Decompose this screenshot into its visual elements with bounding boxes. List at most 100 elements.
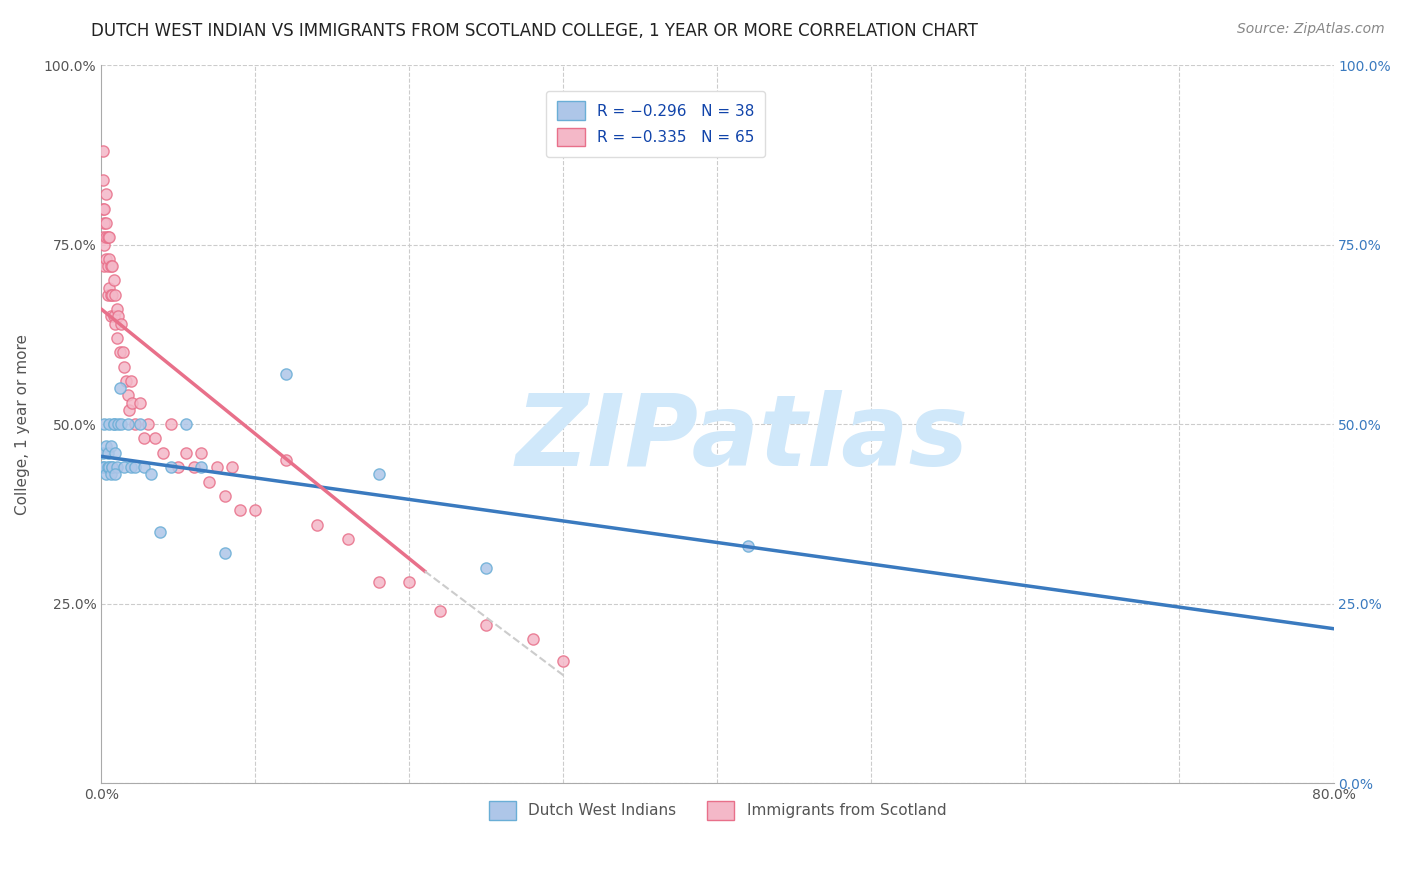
Point: [96, 446, 118, 460]
Legend: Dutch West Indians, Immigrants from Scotland: Dutch West Indians, Immigrants from Scot…: [482, 795, 952, 826]
Point: [114, 359, 136, 374]
Point: [143, 432, 166, 446]
Point: [429, 604, 451, 618]
Point: [134, 460, 156, 475]
Point: [93, 202, 115, 216]
Point: [100, 310, 122, 324]
Point: [104, 446, 127, 460]
Point: [128, 417, 150, 431]
Point: [134, 432, 156, 446]
Point: [96, 460, 118, 475]
Point: [101, 460, 124, 475]
Point: [111, 345, 134, 359]
Point: [115, 374, 138, 388]
Point: [174, 446, 197, 460]
Point: [475, 560, 498, 574]
Point: [214, 489, 236, 503]
Point: [121, 395, 143, 409]
Point: [104, 288, 127, 302]
Point: [149, 524, 172, 539]
Point: [105, 460, 128, 475]
Point: [103, 273, 125, 287]
Point: [245, 503, 267, 517]
Point: [190, 460, 212, 475]
Point: [214, 546, 236, 560]
Point: [159, 417, 181, 431]
Point: [229, 503, 252, 517]
Point: [475, 618, 498, 632]
Point: [398, 574, 420, 589]
Point: [94, 187, 117, 202]
Point: [553, 654, 575, 668]
Point: [96, 288, 118, 302]
Point: [91, 230, 114, 244]
Point: [198, 475, 221, 489]
Point: [221, 460, 243, 475]
Point: [94, 230, 117, 244]
Point: [276, 453, 298, 467]
Point: [108, 381, 131, 395]
Point: [104, 467, 127, 482]
Point: [96, 259, 118, 273]
Point: [100, 467, 122, 482]
Point: [522, 632, 544, 647]
Point: [114, 460, 136, 475]
Point: [94, 252, 117, 266]
Point: [190, 446, 212, 460]
Point: [91, 460, 114, 475]
Point: [118, 402, 141, 417]
Point: [105, 302, 128, 317]
Point: [110, 317, 132, 331]
Point: [96, 230, 118, 244]
Point: [98, 280, 121, 294]
Point: [101, 288, 124, 302]
Point: [124, 460, 146, 475]
Point: [91, 173, 114, 187]
Point: [167, 460, 190, 475]
Point: [120, 460, 142, 475]
Point: [91, 446, 114, 460]
Point: [93, 417, 115, 431]
Point: [336, 532, 359, 546]
Point: [152, 446, 174, 460]
Point: [174, 417, 197, 431]
Point: [94, 467, 117, 482]
Point: [103, 417, 125, 431]
Point: [98, 230, 121, 244]
Point: [139, 467, 162, 482]
Point: [183, 460, 205, 475]
Point: [100, 439, 122, 453]
Point: [91, 202, 114, 216]
Point: [367, 574, 389, 589]
Point: [159, 460, 181, 475]
Point: [117, 388, 139, 402]
Point: [117, 417, 139, 431]
Point: [100, 259, 122, 273]
Point: [124, 417, 146, 431]
Point: [107, 310, 129, 324]
Text: ZIPatlas: ZIPatlas: [516, 390, 969, 487]
Point: [205, 460, 228, 475]
Point: [101, 460, 124, 475]
Point: [128, 395, 150, 409]
Point: [93, 460, 115, 475]
Point: [98, 460, 121, 475]
Point: [94, 439, 117, 453]
Point: [103, 417, 125, 431]
Point: [108, 345, 131, 359]
Point: [737, 539, 759, 553]
Point: [305, 517, 328, 532]
Point: [94, 216, 117, 230]
Point: [136, 417, 159, 431]
Y-axis label: College, 1 year or more: College, 1 year or more: [15, 334, 30, 515]
Point: [93, 216, 115, 230]
Point: [120, 374, 142, 388]
Point: [93, 259, 115, 273]
Point: [98, 252, 121, 266]
Point: [93, 237, 115, 252]
Point: [367, 467, 389, 482]
Point: [100, 288, 122, 302]
Point: [91, 145, 114, 159]
Text: Source: ZipAtlas.com: Source: ZipAtlas.com: [1237, 22, 1385, 37]
Point: [107, 417, 129, 431]
